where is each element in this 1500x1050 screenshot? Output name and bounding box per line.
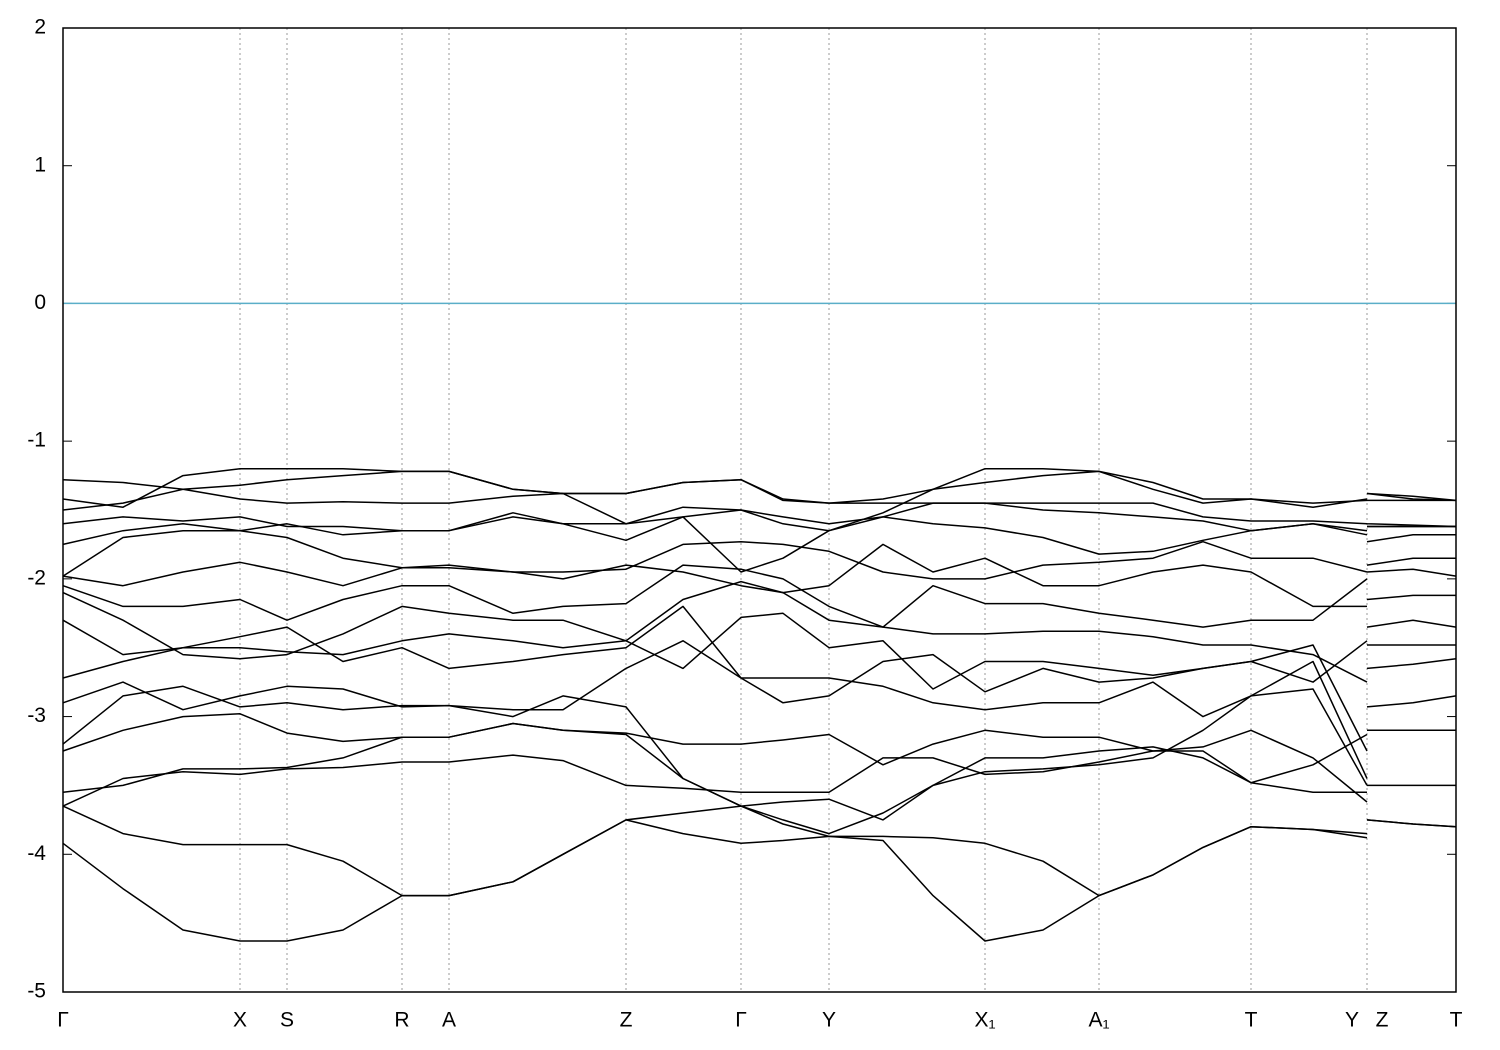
band-line [62, 470, 1457, 528]
band-line [62, 695, 1457, 803]
x-tick-label: Y [1345, 1009, 1359, 1032]
band-line [62, 657, 1457, 821]
y-tick-label: 1 [34, 153, 46, 176]
plot-frame [62, 27, 1457, 993]
x-tick-label: T [1450, 1009, 1463, 1032]
x-tick-label: A₁ [1088, 1009, 1109, 1032]
x-tick-label: X [233, 1009, 247, 1032]
x-tick-label: X₁ [974, 1009, 995, 1032]
band-line [62, 557, 1456, 628]
y-tick-label: -5 [27, 980, 46, 1003]
x-tick-label: Γ [57, 1009, 69, 1032]
y-tick-label: 0 [34, 291, 46, 314]
x-tick-label: S [280, 1009, 294, 1032]
x-tick-label: R [394, 1009, 409, 1032]
x-tick-label: A [442, 1009, 456, 1032]
band-line [62, 516, 1456, 573]
y-tick-label: 2 [34, 16, 46, 39]
band-line [62, 819, 1457, 942]
x-tick-label: Z [1376, 1009, 1389, 1032]
band-line [62, 805, 1457, 897]
y-tick-label: -4 [27, 842, 46, 865]
x-tick-label: Z [620, 1009, 633, 1032]
x-tick-label: T [1245, 1009, 1258, 1032]
band-line [62, 580, 1456, 683]
band-line [62, 750, 1456, 807]
band-line [62, 534, 1456, 608]
y-tick-label: -1 [27, 429, 46, 452]
band-line [62, 605, 1457, 752]
y-tick-label: -2 [27, 566, 46, 589]
band-line [62, 722, 1456, 835]
x-tick-label: Y [822, 1009, 836, 1032]
y-tick-label: -3 [27, 704, 46, 727]
band-line [62, 568, 1457, 690]
band-line [62, 470, 1457, 532]
x-tick-label: Γ [735, 1009, 747, 1032]
